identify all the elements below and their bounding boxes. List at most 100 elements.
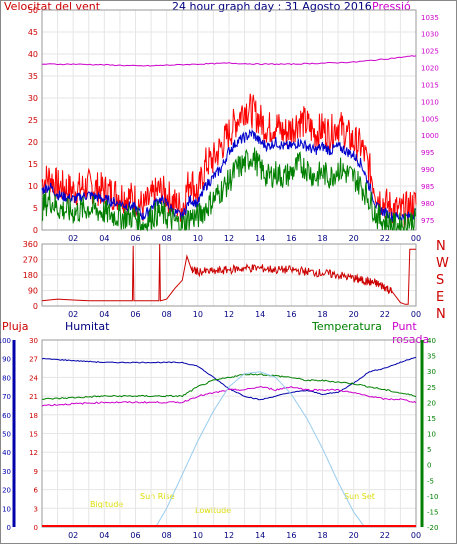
- climate-panel-time-tick-label: 18: [317, 531, 327, 540]
- humidity-tick-label: 10: [2, 505, 11, 513]
- direction-tick-label: 180: [23, 271, 38, 280]
- wind-panel-time-tick-label: 16: [286, 234, 296, 243]
- humidity-tick-label: 50: [2, 431, 11, 439]
- direction-tick-label: 0: [33, 302, 38, 311]
- rain-tick-label: 3: [34, 505, 38, 513]
- wind-speed-tick-label: 40: [28, 50, 38, 59]
- wind-panel-time-tick-label: 08: [162, 234, 172, 243]
- rain-tick-label: 24: [29, 374, 38, 382]
- climate-panel-time-tick-label: 22: [380, 531, 390, 540]
- wind-panel-time-tick-label: 00: [411, 234, 421, 243]
- pressure-tick-label: 1035: [421, 14, 439, 22]
- wind-panel-time-tick-label: 06: [130, 234, 140, 243]
- direction-label-w: W: [436, 256, 449, 271]
- temperature-tick-label: 15: [427, 415, 436, 423]
- pressure-tick-label: 975: [421, 217, 434, 225]
- wind-speed-tick-label: 35: [28, 72, 38, 81]
- wind-series-gust: [41, 93, 417, 228]
- climate-series-temperature: [41, 373, 417, 400]
- wind-panel-time-tick-label: 10: [193, 234, 203, 243]
- climate-panel-time-tick-label: 10: [193, 531, 203, 540]
- direction-panel-time-tick-label: 04: [99, 310, 109, 319]
- climate-panel-time-tick-label: 04: [99, 531, 109, 540]
- direction-panel-time-tick-label: 22: [380, 310, 390, 319]
- wind-panel-time-tick-label: 22: [380, 234, 390, 243]
- wind-series-pressure: [41, 55, 417, 67]
- pressure-tick-label: 1030: [421, 31, 439, 39]
- direction-panel-time-tick-label: 08: [162, 310, 172, 319]
- rain-tick-label: 9: [34, 468, 38, 476]
- climate-panel-time-tick-label: 08: [162, 531, 172, 540]
- climate-panel-time-tick-label: 16: [286, 531, 296, 540]
- direction-tick-label: 360: [23, 240, 38, 249]
- pressure-tick-label: 995: [421, 149, 434, 157]
- climate-panel-time-tick-label: 20: [349, 531, 359, 540]
- direction-panel-time-tick-label: 10: [193, 310, 203, 319]
- wind-panel-time-tick-label: 04: [99, 234, 109, 243]
- pressure-tick-label: 1000: [421, 132, 439, 140]
- wind-speed-tick-label: 50: [28, 6, 38, 15]
- climate-panel-time-tick-label: 00: [411, 531, 421, 540]
- temperature-tick-label: 35: [427, 353, 436, 361]
- direction-panel-time-tick-label: 14: [255, 310, 265, 319]
- climate-series-dew_point: [41, 385, 417, 407]
- temperature-tick-label: -5: [427, 477, 434, 485]
- humidity-tick-label: 40: [2, 449, 11, 457]
- humidity-tick-label: 90: [2, 356, 11, 364]
- temperature-tick-label: 40: [427, 337, 436, 345]
- temperature-tick-label: 25: [427, 384, 436, 392]
- temperature-tick-label: 10: [427, 431, 436, 439]
- direction-panel-time-tick-label: 20: [349, 310, 359, 319]
- temperature-tick-label: 30: [427, 368, 436, 376]
- wind-speed-tick-label: 0: [33, 226, 38, 235]
- direction-panel-time-tick-label: 18: [317, 310, 327, 319]
- humidity-tick-label: 30: [2, 468, 11, 476]
- wind-speed-tick-label: 45: [28, 28, 38, 37]
- rain-tick-label: 18: [29, 412, 38, 420]
- wind-speed-tick-label: 5: [33, 204, 38, 213]
- humidity-tick-label: 0: [7, 524, 11, 532]
- climate-panel-time-tick-label: 14: [255, 531, 265, 540]
- rain-tick-label: 0: [34, 524, 38, 532]
- wind-speed-tick-label: 30: [28, 94, 38, 103]
- wind-panel-time-tick-label: 12: [224, 234, 234, 243]
- wind-speed-tick-label: 20: [28, 138, 38, 147]
- wind-panel-time-tick-label: 14: [255, 234, 265, 243]
- pressure-tick-label: 980: [421, 200, 434, 208]
- direction-panel-time-tick-label: 12: [224, 310, 234, 319]
- rain-tick-label: 27: [29, 356, 38, 364]
- wind-panel-time-tick-label: 20: [349, 234, 359, 243]
- direction-series: [41, 243, 416, 305]
- temperature-tick-label: 0: [427, 462, 431, 470]
- rain-tick-label: 12: [29, 449, 38, 457]
- temperature-tick-label: 5: [427, 446, 431, 454]
- direction-label-e: E: [436, 290, 445, 305]
- temperature-tick-label: -20: [427, 524, 438, 532]
- direction-panel-time-tick-label: 02: [68, 310, 78, 319]
- climate-panel-time-tick-label: 02: [68, 531, 78, 540]
- wind-panel-border: [41, 9, 417, 231]
- direction-label-s: S: [436, 273, 445, 288]
- pressure-tick-label: 1005: [421, 115, 439, 123]
- climate-panel-time-tick-label: 12: [224, 531, 234, 540]
- humidity-title: Humitat: [65, 320, 110, 333]
- wind-speed-tick-label: 10: [28, 182, 38, 191]
- humidity-tick-label: 100: [0, 337, 11, 345]
- direction-tick-label: 270: [23, 256, 38, 265]
- rain-tick-label: 15: [29, 431, 38, 439]
- sunset-label: Sun Set: [344, 492, 375, 501]
- humidity-tick-label: 70: [2, 393, 11, 401]
- wind-speed-tick-label: 15: [28, 160, 38, 169]
- climate-panel-time-tick-label: 06: [130, 531, 140, 540]
- pressure-tick-label: 1020: [421, 65, 439, 73]
- pressure-tick-label: 1015: [421, 81, 439, 89]
- direction-tick-label: 90: [28, 287, 38, 296]
- pressure-tick-label: 1025: [421, 48, 439, 56]
- sunrise-label: Sun Rise: [140, 492, 175, 501]
- pressure-tick-label: 990: [421, 166, 434, 174]
- climate-series-solar: [155, 371, 366, 528]
- direction-label-n-top: N: [436, 239, 446, 254]
- humidity-tick-label: 20: [2, 487, 11, 495]
- direction-panel-border: [41, 243, 417, 307]
